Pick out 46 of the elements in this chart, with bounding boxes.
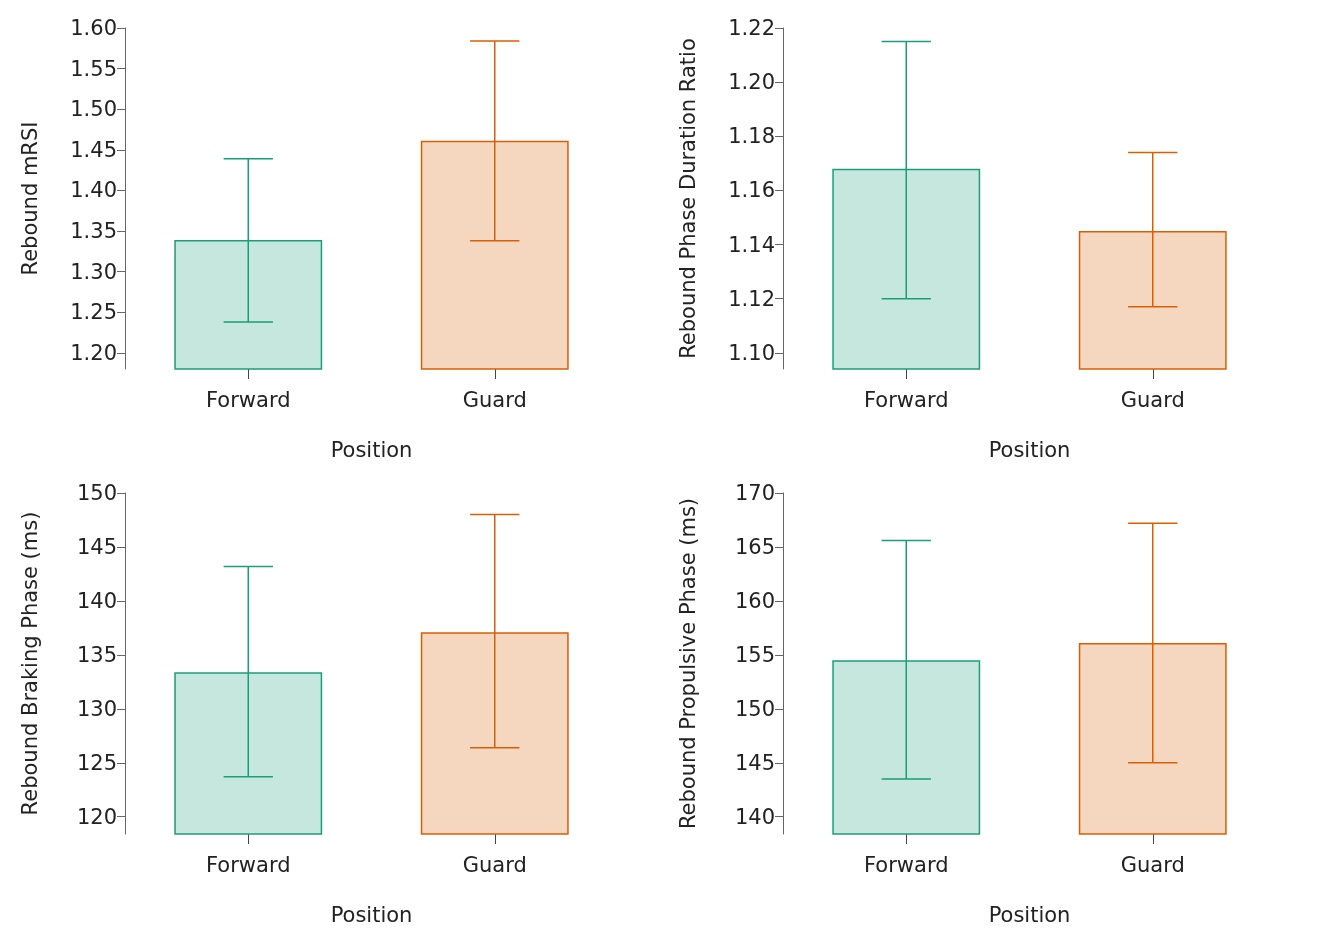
x-tick-label: Guard xyxy=(1120,387,1185,412)
y-tick-label: 1.30 xyxy=(70,259,117,284)
y-tick-label: 150 xyxy=(734,696,775,721)
x-axis-title: Position xyxy=(330,902,413,927)
y-tick-label: 1.12 xyxy=(728,286,775,311)
x-tick-label: Guard xyxy=(462,387,527,412)
x-tick-label: Forward xyxy=(864,387,949,412)
x-tick-label: Forward xyxy=(864,852,949,877)
y-tick-label: 160 xyxy=(734,588,775,613)
y-tick-label: 1.20 xyxy=(70,340,117,365)
y-tick-label: 155 xyxy=(734,642,775,667)
x-axis-title: Position xyxy=(988,437,1071,462)
y-tick-label: 130 xyxy=(76,696,117,721)
y-tick-label: 135 xyxy=(76,642,117,667)
x-tick-label: Forward xyxy=(206,387,291,412)
y-tick-label: 1.14 xyxy=(728,232,775,257)
x-tick-label: Guard xyxy=(462,852,527,877)
x-axis-title: Position xyxy=(988,902,1071,927)
y-tick-label: 1.16 xyxy=(728,178,775,203)
y-tick-label: 120 xyxy=(76,804,117,829)
y-tick-label: 1.20 xyxy=(728,70,775,95)
y-tick-label: 1.40 xyxy=(70,178,117,203)
y-tick-label: 145 xyxy=(734,750,775,775)
y-tick-label: 1.35 xyxy=(70,218,117,243)
y-axis-title: Rebound mRSI xyxy=(17,121,42,276)
y-tick-label: 1.45 xyxy=(70,137,117,162)
x-tick-label: Forward xyxy=(206,852,291,877)
y-tick-label: 1.50 xyxy=(70,97,117,122)
y-tick-label: 1.55 xyxy=(70,56,117,81)
y-tick-label: 1.18 xyxy=(728,124,775,149)
y-tick-label: 1.25 xyxy=(70,300,117,325)
y-axis-title: Rebound Propulsive Phase (ms) xyxy=(675,497,700,830)
y-tick-label: 140 xyxy=(76,588,117,613)
y-tick-label: 140 xyxy=(734,804,775,829)
y-tick-label: 145 xyxy=(76,534,117,559)
y-tick-label: 1.22 xyxy=(728,16,775,40)
y-axis-title: Rebound Braking Phase (ms) xyxy=(17,511,42,816)
y-axis-title: Rebound Phase Duration Ratio xyxy=(675,38,700,359)
y-tick-label: 125 xyxy=(76,750,117,775)
y-tick-label: 1.10 xyxy=(728,340,775,365)
y-tick-label: 150 xyxy=(76,481,117,505)
y-tick-label: 1.60 xyxy=(70,16,117,40)
y-tick-label: 170 xyxy=(734,481,775,505)
x-axis-title: Position xyxy=(330,437,413,462)
x-tick-label: Guard xyxy=(1120,852,1185,877)
y-tick-label: 165 xyxy=(734,534,775,559)
